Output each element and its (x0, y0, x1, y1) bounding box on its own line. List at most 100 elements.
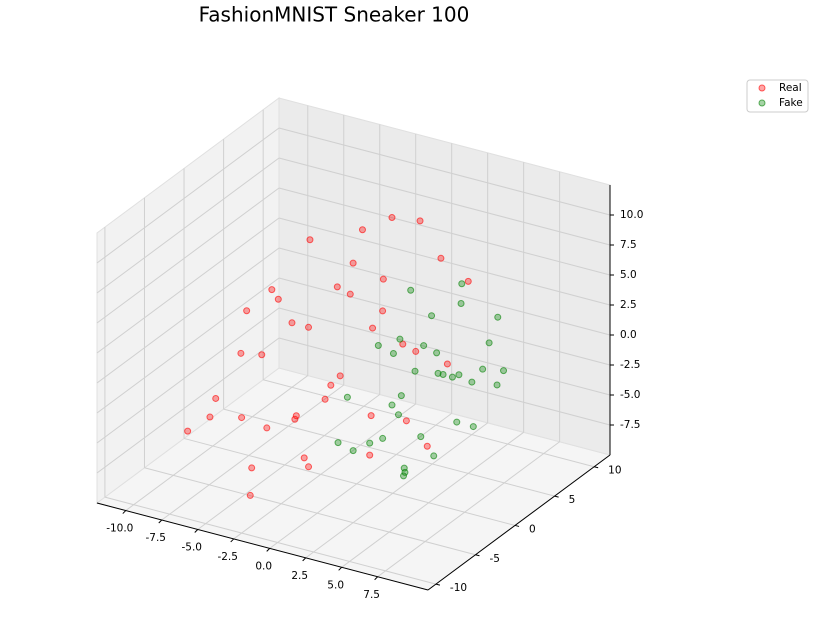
point (394, 411, 402, 419)
point (334, 439, 342, 447)
y-tick-label: -5 (489, 553, 499, 565)
grid-line (96, 337, 280, 474)
grid-line (161, 384, 345, 521)
grid-line (96, 277, 280, 414)
point (494, 313, 502, 321)
point (292, 412, 300, 420)
tick-mark (594, 466, 599, 469)
point (437, 254, 445, 262)
point (458, 280, 466, 288)
point (457, 300, 465, 307)
grid-line (278, 277, 611, 366)
z-tick-label: 0.0 (620, 329, 637, 341)
tick-mark (554, 495, 559, 498)
point (439, 371, 447, 379)
point (430, 452, 438, 460)
points (184, 214, 508, 499)
tick-mark (338, 566, 343, 571)
legend-marker (758, 99, 766, 107)
grid-line (305, 422, 488, 559)
x-axis-line (96, 502, 429, 591)
point (411, 367, 419, 375)
legend-box (746, 79, 809, 113)
point (349, 259, 357, 267)
point (206, 413, 214, 421)
x-tick-label: 2.5 (291, 570, 308, 582)
point (389, 350, 397, 358)
point (366, 451, 374, 459)
grid-line (96, 187, 280, 324)
legend-marker (758, 84, 766, 92)
x-tick-label: -7.5 (146, 532, 167, 544)
point (455, 371, 463, 379)
point (268, 286, 276, 294)
z-tick-label: 7.5 (620, 239, 637, 251)
point (500, 367, 508, 375)
legend: Real Fake (758, 82, 803, 109)
point (388, 214, 396, 222)
tick-mark (266, 548, 271, 552)
grid-line (269, 412, 452, 549)
point (379, 434, 387, 442)
point (246, 491, 254, 499)
point (349, 447, 357, 455)
point (412, 347, 420, 355)
z-tick-label: 5.0 (620, 269, 637, 281)
chart-title: FashionMNIST Sneaker 100 (199, 3, 470, 27)
point (420, 342, 428, 350)
tick-mark (374, 576, 378, 581)
point (374, 342, 382, 349)
point (479, 365, 487, 373)
grid-line (278, 247, 611, 336)
point (388, 401, 396, 409)
y-tick-label: 5 (569, 494, 576, 506)
point (379, 307, 387, 315)
point (493, 381, 501, 389)
point (407, 286, 415, 294)
grid-line (96, 217, 280, 354)
grid-line (104, 496, 437, 585)
point (243, 307, 251, 315)
tick-mark (302, 557, 307, 562)
point (248, 464, 256, 472)
point (469, 423, 477, 431)
point (417, 433, 425, 441)
point (397, 392, 405, 400)
z-tick-label: 2.5 (620, 299, 637, 311)
tick-mark (122, 510, 127, 514)
point (433, 349, 441, 357)
point (443, 360, 451, 368)
point (367, 412, 375, 420)
y-tick-label: 0 (529, 523, 536, 535)
point (237, 349, 245, 357)
z-tick-label: 10.0 (620, 209, 643, 221)
tick-mark (194, 529, 199, 533)
x-tick-label: 0.0 (255, 560, 272, 572)
axes: -10.0 -7.5 -5.0 -2.5 0.0 2.5 5.0 7.5 -10 -5 0 5 10 -7… (96, 185, 643, 601)
grid-line (223, 408, 555, 497)
point (274, 295, 282, 303)
point (291, 415, 299, 423)
grid-line (96, 157, 280, 294)
point (263, 424, 271, 432)
point (238, 414, 246, 422)
point (485, 339, 493, 347)
grid-line (278, 337, 611, 426)
x-tick-label: 5.0 (327, 579, 344, 591)
legend-label: Real (779, 82, 802, 94)
point (402, 417, 410, 425)
panes (95, 97, 612, 591)
point (358, 226, 366, 234)
point (366, 439, 374, 447)
point (448, 373, 456, 381)
point (453, 418, 461, 426)
grid-line (183, 437, 516, 526)
point (212, 394, 220, 402)
grid-line (278, 307, 611, 396)
point (468, 378, 476, 386)
point (333, 283, 341, 291)
point (343, 393, 351, 401)
x-tick-label: -5.0 (181, 541, 202, 553)
point (288, 319, 296, 327)
